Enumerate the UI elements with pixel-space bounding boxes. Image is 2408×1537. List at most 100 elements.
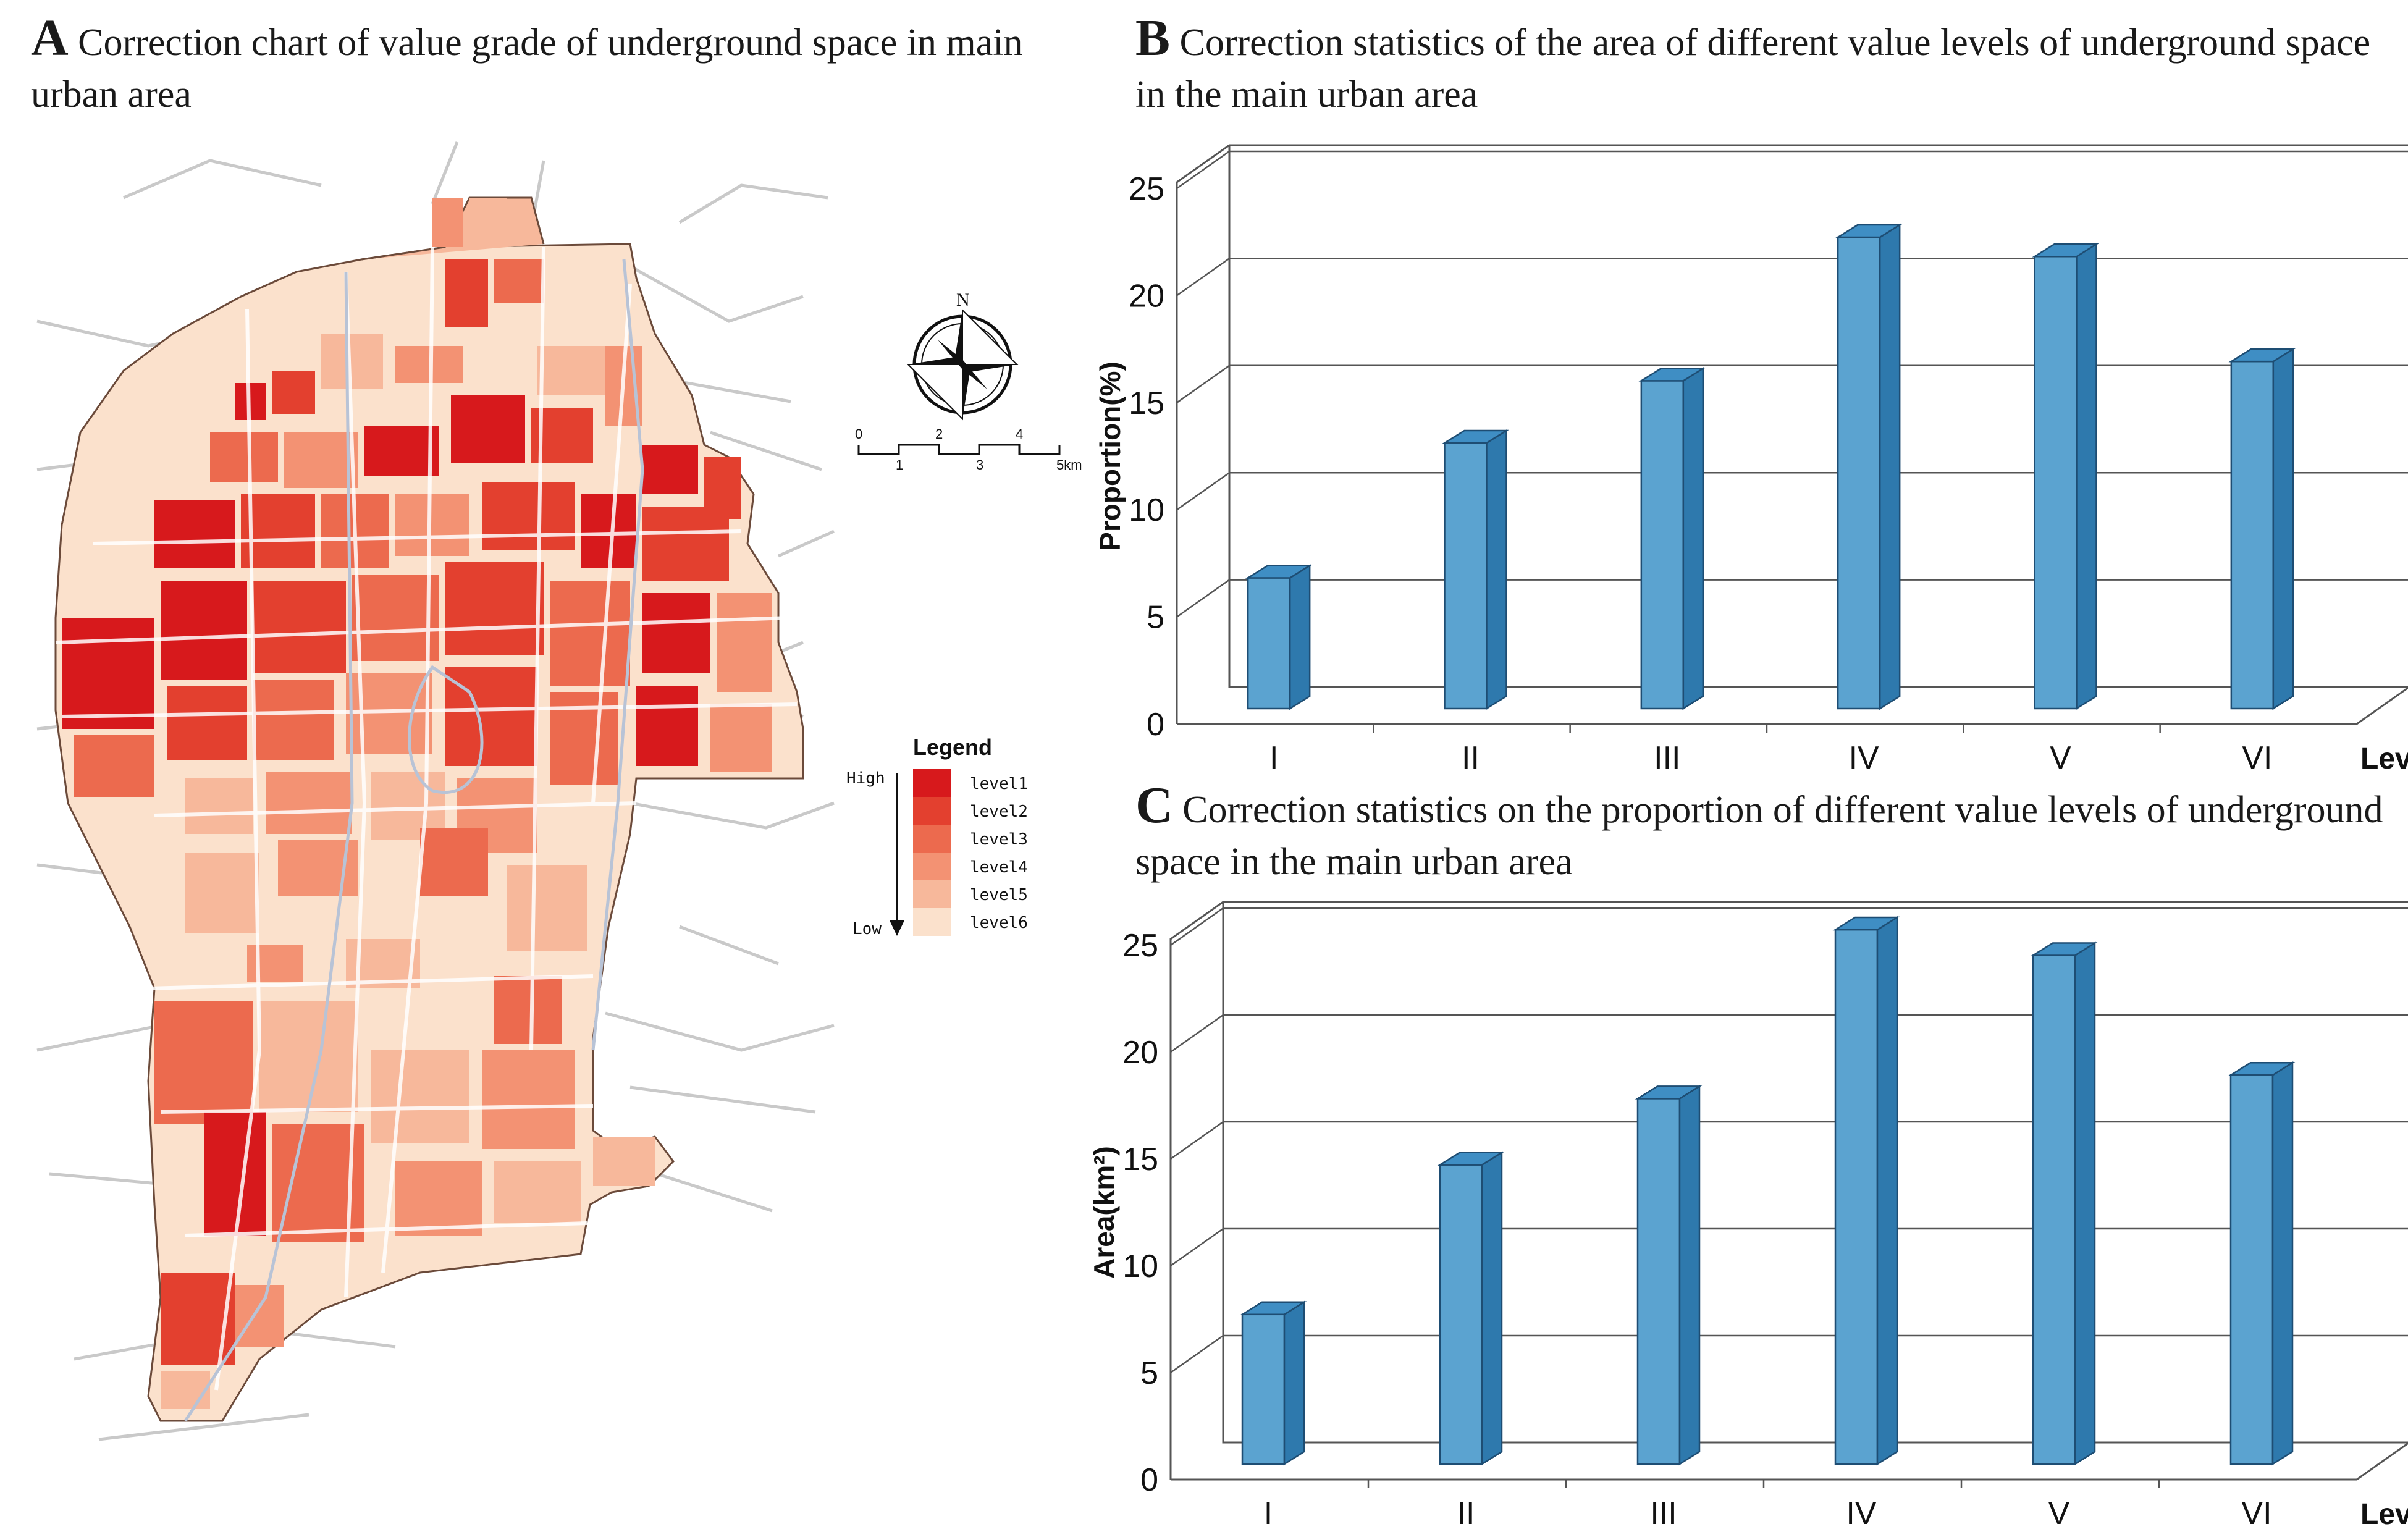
chart-B-bar-front — [2230, 360, 2275, 710]
chart-C-ylabel: Area(km²) — [1088, 1146, 1120, 1279]
chart-C-category-V: V — [2048, 1496, 2070, 1531]
chart-B-category-IV: IV — [1849, 740, 1879, 776]
chart-b: 0510152025IIIIIIIVVVILevelProportion(%) — [1094, 144, 2408, 776]
panel-b-letter: B — [1135, 9, 1171, 67]
chart-C-bar-top — [1239, 1301, 1307, 1316]
chart-C-bar-side — [1876, 916, 1898, 1466]
panel-c-title: C Correction statistics on the proportio… — [1135, 780, 2396, 888]
chart-B-ytick-15: 15 — [1129, 385, 1164, 421]
chart-B-bar-VI — [2228, 347, 2296, 710]
chart-C-category-III: III — [1650, 1496, 1677, 1531]
chart-C-back-axes — [1222, 902, 2408, 1444]
chart-C-bar-front — [1636, 1098, 1681, 1465]
chart-C-gridline-5 — [1170, 1334, 2408, 1374]
chart-B-bar-top — [2032, 243, 2099, 258]
panel-a-title: A Correction chart of value grade of und… — [31, 12, 1081, 120]
chart-C-left-wall — [1169, 901, 1224, 1480]
chart-C-bar-III — [1635, 1085, 1703, 1466]
chart-B-bar-front — [1640, 380, 1685, 710]
chart-B-bar-side — [1486, 429, 1507, 710]
chart-C-bar-top — [2030, 942, 2098, 956]
chart-B-gridline-5 — [1176, 579, 2408, 618]
chart-C-category-IV: IV — [1846, 1496, 1876, 1531]
chart-B-bar-top — [1442, 429, 1509, 444]
chart-C-bar-front — [1241, 1313, 1286, 1465]
chart-B-bar-side — [1289, 564, 1311, 710]
chart-B-xlabel: Level — [2360, 743, 2408, 775]
chart-C-bar-top — [1437, 1152, 1505, 1166]
chart-B-bar-top — [1245, 565, 1313, 579]
chart-C-ytick-10: 10 — [1122, 1249, 1158, 1284]
chart-B-category-II: II — [1462, 740, 1480, 776]
chart-C-bar-front — [1439, 1164, 1483, 1465]
panel-a-letter: A — [31, 9, 69, 67]
panel-b-title-text: Correction statistics of the area of dif… — [1135, 22, 2371, 116]
chart-B-bar-front — [1837, 236, 1881, 710]
chart-C-bar-side — [1283, 1300, 1305, 1466]
chart-B-category-I: I — [1269, 740, 1278, 776]
chart-B-bar-side — [2076, 242, 2097, 710]
chart-C-xlabel: Level — [2360, 1498, 2408, 1531]
chart-C-bar-top — [2228, 1062, 2296, 1076]
chart-C-ytick-15: 15 — [1122, 1142, 1158, 1177]
chart-C-bar-VI — [2228, 1061, 2296, 1466]
chart-B-bar-side — [1879, 223, 1901, 710]
chart-B-bar-top — [1835, 224, 1903, 238]
chart-B-bar-top — [1638, 368, 1706, 382]
chart-B-frame — [1177, 144, 2408, 725]
chart-C-bar-side — [1678, 1085, 1701, 1466]
chart-B-bar-side — [1682, 367, 1704, 710]
chart-B-ytick-5: 5 — [1147, 600, 1164, 636]
chart-B-bar-side — [2272, 347, 2294, 710]
chart-C-ytick-5: 5 — [1140, 1355, 1158, 1391]
chart-C-bar-top — [1832, 916, 1900, 931]
chart-B-bar-front — [1247, 577, 1291, 710]
chart-B-bar-II — [1442, 429, 1509, 710]
chart-B-gridline-15 — [1176, 364, 2408, 403]
chart-C-gridline-15 — [1170, 1121, 2408, 1160]
chart-B-ytick-0: 0 — [1147, 707, 1164, 743]
chart-C-ytick-20: 20 — [1122, 1035, 1158, 1071]
chart-C-category-II: II — [1457, 1496, 1475, 1531]
chart-B-gridline-25 — [1176, 150, 2408, 190]
chart-C-bar-IV — [1832, 916, 1900, 1466]
chart-C-ytick-0: 0 — [1140, 1462, 1158, 1498]
chart-B-bar-V — [2032, 242, 2099, 710]
chart-C-bar-top — [1635, 1085, 1703, 1100]
chart-B-bar-front — [2034, 256, 2078, 710]
panel-c-letter: C — [1135, 777, 1173, 834]
chart-B-bar-front — [1444, 442, 1488, 710]
chart-B-bar-IV — [1835, 223, 1903, 710]
chart-B-back-axes — [1228, 145, 2408, 688]
chart-C-category-VI: VI — [2241, 1496, 2271, 1531]
chart-B-category-V: V — [2050, 740, 2071, 776]
chart-B-ytick-20: 20 — [1129, 278, 1164, 314]
chart-C-bar-V — [2030, 941, 2098, 1466]
chart-B-ytick-10: 10 — [1129, 492, 1164, 528]
chart-C-bar-front — [2032, 954, 2076, 1465]
chart-B-category-III: III — [1654, 740, 1680, 776]
chart-C-bar-front — [1834, 929, 1879, 1465]
chart-C-bar-side — [2074, 941, 2096, 1466]
chart-C-gridline-25 — [1170, 907, 2408, 946]
panel-b-title: B Correction statistics of the area of d… — [1135, 12, 2396, 120]
chart-B-bar-I — [1245, 564, 1313, 710]
chart-C-gridline-10 — [1170, 1227, 2408, 1267]
chart-B-ytick-25: 25 — [1129, 171, 1164, 207]
panel-a-title-text: Correction chart of value grade of under… — [31, 22, 1023, 116]
chart-B-gridline-10 — [1176, 471, 2408, 511]
chart-C-frame — [1171, 901, 2408, 1481]
chart-C-bar-front — [2229, 1074, 2274, 1465]
chart-B-ylabel: Proportion(%) — [1094, 361, 1126, 551]
chart-C-bar-II — [1437, 1151, 1505, 1466]
chart-B-bar-III — [1638, 367, 1706, 710]
chart-C-bar-side — [2271, 1061, 2294, 1466]
chart-C-category-I: I — [1264, 1496, 1273, 1531]
panel-c-title-text: Correction statistics on the proportion … — [1135, 789, 2383, 883]
chart-C-ytick-25: 25 — [1122, 928, 1158, 964]
chart-C-bar-I — [1239, 1300, 1307, 1466]
chart-B-category-VI: VI — [2242, 740, 2272, 776]
chart-C-bar-side — [1481, 1151, 1503, 1466]
chart-C-gridline-20 — [1170, 1014, 2408, 1053]
